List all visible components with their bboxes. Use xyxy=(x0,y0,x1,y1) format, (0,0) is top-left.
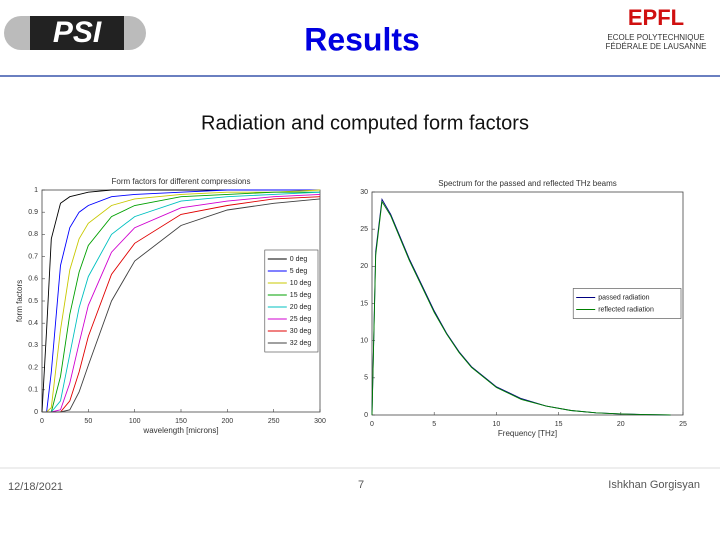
footer-date: 12/18/2021 xyxy=(8,481,63,493)
y-tick-label: 0.2 xyxy=(28,364,38,371)
epfl-logo-line: ECOLE POLYTECHNIQUE xyxy=(607,33,704,42)
slide-title: Results xyxy=(304,21,420,57)
series-line xyxy=(42,198,321,413)
legend-label: 20 deg xyxy=(290,304,312,311)
y-tick-label: 0 xyxy=(34,409,38,416)
y-tick-label: 10 xyxy=(360,338,368,345)
x-tick-label: 50 xyxy=(84,418,92,425)
x-tick-label: 5 xyxy=(432,421,436,428)
x-axis-label: wavelength [microns] xyxy=(142,426,218,435)
legend-label: 15 deg xyxy=(290,292,312,299)
legend-label: 5 deg xyxy=(290,268,308,275)
x-tick-label: 20 xyxy=(617,421,625,428)
y-tick-label: 20 xyxy=(360,263,368,270)
y-tick-label: 15 xyxy=(360,300,368,307)
slide-subtitle: Radiation and computed form factors xyxy=(201,112,529,134)
legend-label: 30 deg xyxy=(290,328,312,335)
legend-label: 0 deg xyxy=(290,256,308,263)
epfl-logo-line: FÉDÉRALE DE LAUSANNE xyxy=(606,42,707,51)
legend-label: reflected radiation xyxy=(598,306,654,313)
x-tick-label: 250 xyxy=(268,418,280,425)
footer-author: Ishkhan Gorgisyan xyxy=(608,479,700,491)
legend-label: passed radiation xyxy=(598,294,649,301)
x-tick-label: 200 xyxy=(221,418,233,425)
chart-title: Spectrum for the passed and reflected TH… xyxy=(438,179,617,188)
x-tick-label: 300 xyxy=(314,418,326,425)
psi-logo-block xyxy=(30,16,124,50)
x-tick-label: 10 xyxy=(493,421,501,428)
legend-label: 10 deg xyxy=(290,280,312,287)
x-tick-label: 0 xyxy=(370,421,374,428)
y-tick-label: 0.1 xyxy=(28,387,38,394)
y-tick-label: 25 xyxy=(360,226,368,233)
epfl-logo: EPFL xyxy=(628,5,684,30)
y-tick-label: 0.9 xyxy=(28,209,38,216)
y-tick-label: 0.8 xyxy=(28,231,38,238)
legend-label: 32 deg xyxy=(290,340,312,347)
series-line xyxy=(42,189,321,413)
x-tick-label: 150 xyxy=(175,418,187,425)
y-tick-label: 0.7 xyxy=(28,253,38,260)
x-tick-label: 100 xyxy=(129,418,141,425)
series-line xyxy=(371,200,671,416)
y-tick-label: 1 xyxy=(34,187,38,194)
y-tick-label: 0.5 xyxy=(28,298,38,305)
y-tick-label: 0.4 xyxy=(28,320,38,327)
psi-logo: PSI xyxy=(53,16,102,49)
legend-label: 25 deg xyxy=(290,316,312,323)
y-tick-label: 0 xyxy=(364,412,368,419)
x-tick-label: 0 xyxy=(40,418,44,425)
y-tick-label: 30 xyxy=(360,189,368,196)
legend-box xyxy=(264,249,319,353)
y-tick-label: 0.3 xyxy=(28,342,38,349)
x-axis-label: Frequency [THz] xyxy=(498,429,557,438)
chart-title: Form factors for different compressions xyxy=(111,177,250,186)
y-tick-label: 0.6 xyxy=(28,276,38,283)
footer-page: 7 xyxy=(358,479,364,491)
x-tick-label: 15 xyxy=(555,421,563,428)
series-line xyxy=(42,189,320,413)
y-tick-label: 5 xyxy=(364,375,368,382)
y-axis-label: form factors xyxy=(15,280,24,322)
x-tick-label: 25 xyxy=(679,421,687,428)
legend-box xyxy=(572,288,682,319)
